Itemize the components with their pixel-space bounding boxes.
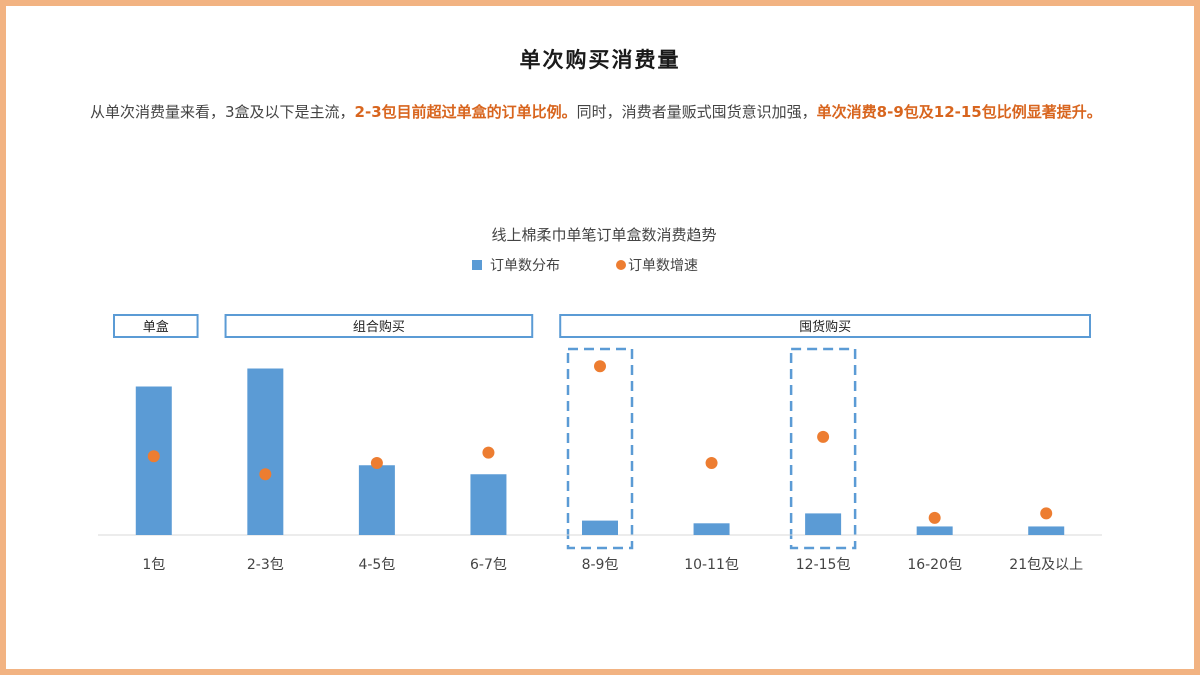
dot-4: [594, 360, 606, 373]
dot-2: [370, 457, 383, 469]
legend-dot-swatch: [616, 260, 626, 270]
x-tick-label-8: 21包及以上: [1009, 557, 1083, 573]
bar-4: [582, 520, 618, 535]
bar-3: [470, 474, 507, 535]
x-tick-label-3: 6-7包: [470, 557, 507, 573]
x-tick-label-2: 4-5包: [358, 557, 395, 573]
highlight-box-1: [789, 347, 857, 550]
dot-8: [1040, 507, 1053, 520]
dot-3: [482, 446, 495, 459]
group-box-0: [113, 314, 199, 338]
x-tick-label-1: 2-3包: [247, 557, 284, 573]
dot-series: [147, 360, 1053, 524]
x-tick-label-6: 12-15包: [796, 557, 851, 573]
bar-series: [135, 368, 1065, 535]
group-box-2: [559, 314, 1091, 338]
x-tick-label-5: 10-11包: [684, 557, 739, 573]
group-label-2: 囤货购买: [799, 319, 851, 335]
summary-text-1: 从单次消费量来看，3盒及以下是主流，: [90, 103, 355, 121]
x-tick-label-7: 16-20包: [907, 557, 962, 573]
chart-title: 线上棉柔巾单笔订单盒数消费趋势: [491, 226, 716, 244]
dot-7: [928, 511, 941, 524]
highlight-boxes: [566, 347, 857, 550]
bar-5: [693, 523, 730, 535]
dot-6: [817, 430, 830, 443]
x-tick-label-4: 8-9包: [582, 557, 619, 573]
legend-dot-label: 订单数增速: [628, 258, 698, 274]
group-boxes: 单盒 组合购买 囤货购买: [113, 314, 1091, 338]
group-box-1: [224, 314, 534, 338]
summary-highlight-1: 2-3包目前超过单盒的订单比例。: [354, 103, 577, 121]
x-tick-label-0: 1包: [142, 557, 165, 573]
bar-6: [805, 513, 842, 535]
bar-8: [1028, 526, 1065, 535]
bar-7: [916, 526, 953, 535]
page-title: 单次购买消费量: [519, 48, 681, 72]
chart-legend: 订单数分布 订单数增速: [472, 258, 698, 274]
legend-bar-label: 订单数分布: [490, 258, 560, 274]
dot-5: [705, 457, 718, 469]
summary-highlight-2: 单次消费8-9包及12-15包比例显著提升。: [816, 103, 1102, 121]
bar-1: [247, 368, 284, 535]
x-tick-labels: 1包 2-3包 4-5包 6-7包 8-9包 10-11包 12-15包 16-20包 21包及…: [142, 557, 1083, 573]
group-label-0: 单盒: [143, 319, 169, 335]
summary-text-2: 同时，消费者量贩式囤货意识加强，: [576, 103, 817, 121]
bar-2: [358, 465, 395, 535]
dot-0: [147, 450, 160, 463]
summary-paragraph: 从单次消费量来看，3盒及以下是主流，2-3包目前超过单盒的订单比例。同时，消费者…: [90, 96, 1120, 128]
group-label-1: 组合购买: [353, 319, 405, 335]
dot-1: [259, 468, 272, 481]
highlight-box-0: [566, 347, 634, 550]
legend-bar-swatch: [472, 260, 482, 270]
